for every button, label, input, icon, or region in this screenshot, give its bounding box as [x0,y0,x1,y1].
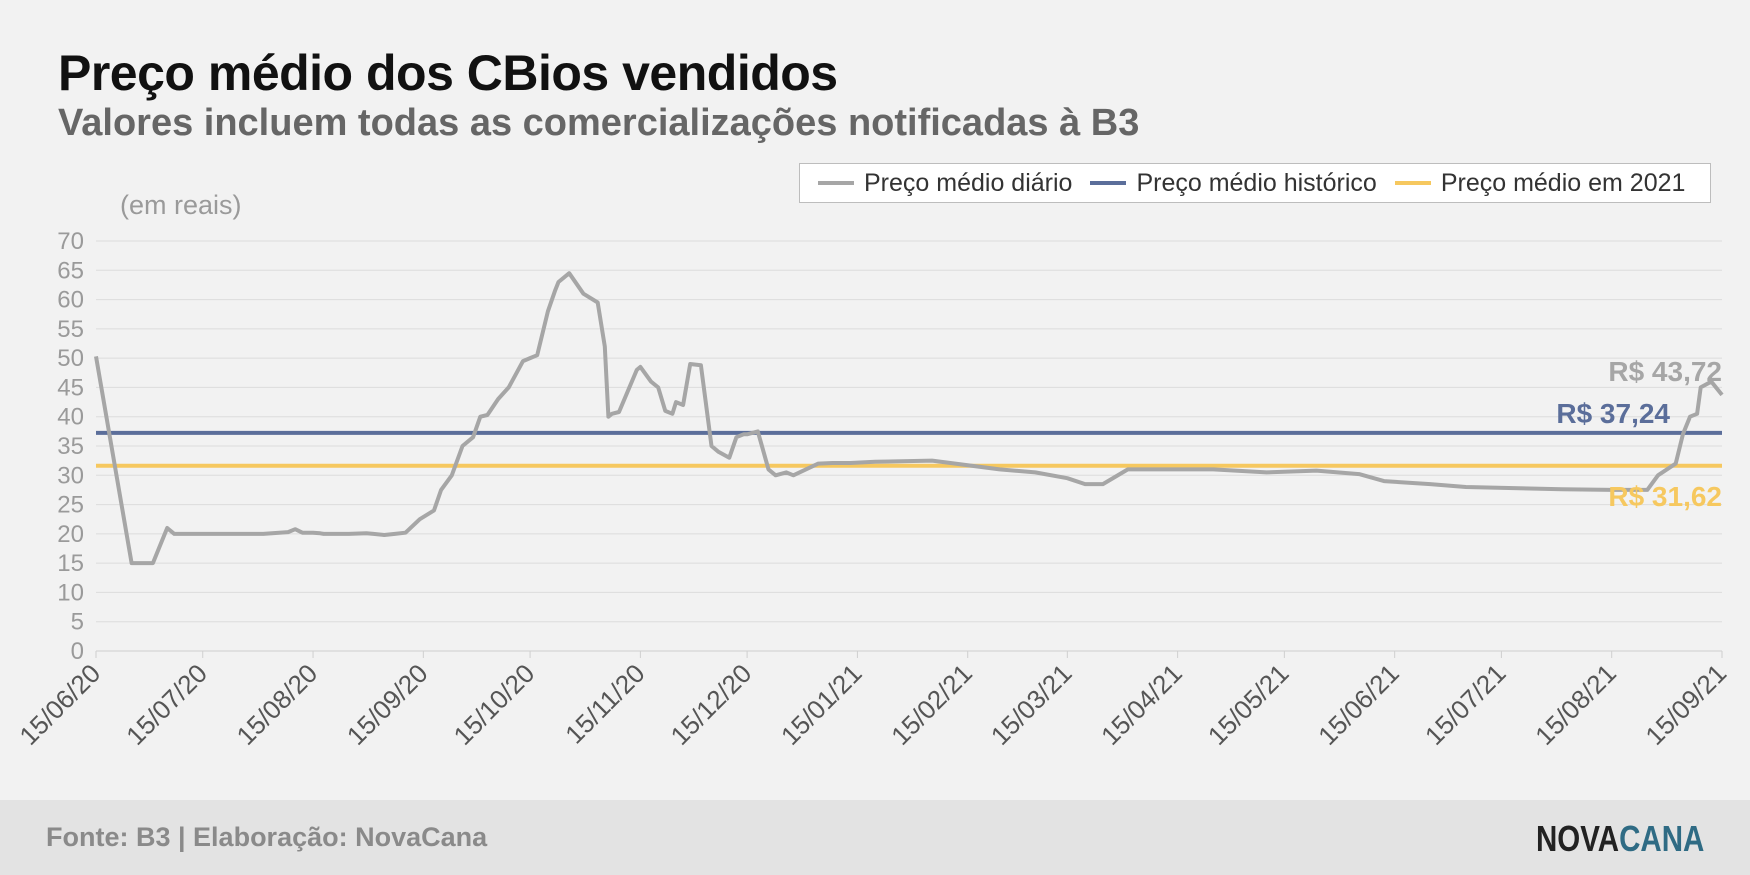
y-tick-label: 10 [57,579,84,606]
daily-price-line [94,271,1724,566]
legend-item-daily: Preço médio diário [818,169,1072,198]
legend-item-2021: Preço médio em 2021 [1394,168,1686,198]
x-tick-label: 15/09/20 [341,658,434,751]
x-tick-label: 15/05/21 [1202,658,1295,751]
logo-part-cana: CANA [1618,818,1704,859]
x-tick-label: 15/09/21 [1639,658,1732,751]
y-tick-label: 65 [57,257,84,284]
legend-swatch-2021 [1394,181,1431,185]
y-tick-label: 60 [57,287,84,314]
x-tick-label: 15/11/20 [559,658,650,749]
label-historic-average: R$ 37,24 [1556,398,1670,429]
legend-label-2021: Preço médio em 2021 [1440,168,1686,197]
x-tick-label: 15/10/20 [448,658,541,751]
footer: Fonte: B3 | Elaboração: NovaCana NOVACAN… [0,800,1750,875]
x-tick-label: 15/12/20 [665,658,758,751]
label-2021-average: R$ 31,62 [1608,481,1722,512]
logo-part-nova: NOVA [1535,818,1619,859]
x-tick-label: 15/07/20 [120,658,213,751]
x-tick-label: 15/01/21 [775,658,868,751]
chart-title: Preço médio dos CBios vendidos [58,45,838,101]
legend-item-historic: Preço médio histórico [1090,168,1377,198]
y-tick-label: 50 [57,345,84,372]
y-tick-label: 35 [57,433,84,460]
y-tick-label: 25 [57,492,84,519]
y-tick-label: 20 [57,521,84,548]
x-tick-label: 15/04/21 [1095,658,1188,751]
label-daily-last: R$ 43,72 [1608,356,1722,387]
source-text: Fonte: B3 | Elaboração: NovaCana [46,822,488,852]
x-tick-label: 15/08/20 [230,658,323,751]
legend-label-historic: Preço médio histórico [1136,168,1377,197]
x-tick-label: 15/02/21 [885,658,978,751]
y-tick-label: 55 [57,316,84,343]
y-tick-label: 70 [57,228,84,255]
legend-swatch-historic [1090,181,1127,185]
y-tick-label: 5 [71,609,84,636]
x-tick-label: 15/03/21 [985,658,1078,751]
y-tick-label: 30 [57,462,84,489]
legend-swatch-daily [818,181,854,185]
y-tick-label: 15 [57,550,84,577]
y-tick-label: 40 [57,404,84,431]
novacana-logo: NOVACANA [1536,818,1704,860]
y-tick-label: 45 [57,374,84,401]
legend-label-daily: Preço médio diário [864,168,1073,197]
x-tick-label: 15/06/21 [1312,658,1405,751]
legend: Preço médio diário Preço médio histórico… [799,163,1711,203]
x-tick-label: 15/08/21 [1529,658,1622,751]
y-tick-label: 0 [71,638,84,665]
x-tick-label: 15/07/21 [1419,658,1512,751]
chart-subtitle: Valores incluem todas as comercializaçõe… [58,102,1140,144]
unit-label: (em reais) [120,190,242,220]
x-tick-label: 15/06/20 [13,658,106,751]
